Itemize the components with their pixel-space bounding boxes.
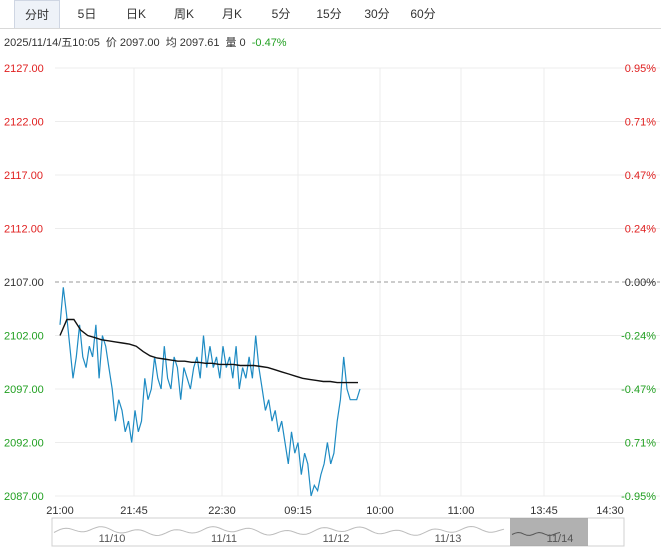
y-tick-label: 2122.00	[4, 117, 44, 129]
price-label: 价	[105, 37, 117, 49]
y-percent-tick-label: 0.95%	[625, 63, 656, 75]
change-percent: -0.47%	[251, 37, 287, 49]
navigator-date-label: 11/14	[547, 533, 574, 545]
average-series-line	[59, 318, 358, 384]
volume-label: 量	[225, 37, 237, 49]
y-percent-tick-label: -0.47%	[621, 384, 656, 396]
time-axis: 21:00 21:45 22:30 09:15 10:00 11:00 13:45 14:30	[46, 505, 624, 517]
y-tick-label: 2112.00	[4, 224, 43, 236]
y-tick-label: 2087.00	[4, 491, 44, 503]
tab-30min[interactable]: 30分	[364, 7, 390, 21]
y-percent-tick-label: 0.71%	[625, 438, 656, 450]
right-percent-axis: 0.95% 0.71% 0.47% 0.24% 0.00% -0.24% -0.47% 0.7…	[621, 63, 656, 503]
y-tick-label: 2127.00	[4, 63, 44, 75]
average-label: 均	[165, 37, 177, 49]
y-percent-tick-label: 0.24%	[625, 224, 656, 236]
navigator-date-label: 11/10	[99, 533, 126, 545]
y-tick-label: 2107.00	[4, 277, 44, 289]
chart-grid	[55, 67, 660, 497]
average-value: 2097.61	[179, 37, 220, 49]
chart-series	[59, 287, 361, 497]
y-percent-tick-label: 0.00%	[625, 277, 656, 289]
tab-5min[interactable]: 5分	[271, 7, 291, 21]
x-tick-label: 21:45	[120, 505, 148, 517]
y-tick-label: 2117.00	[4, 170, 43, 182]
x-tick-label: 10:00	[366, 505, 394, 517]
y-percent-tick-label: 0.47%	[625, 170, 656, 182]
navigator-date-label: 11/12	[323, 533, 350, 545]
x-tick-label: 13:45	[530, 505, 558, 517]
navigator-selection	[510, 518, 588, 546]
intraday-price-chart[interactable]: 2127.00 2122.00 2117.00 2112.00 2107.00 2102.…	[0, 56, 661, 549]
tab-15min[interactable]: 15分	[316, 7, 342, 21]
navigator-date-label: 11/13	[435, 533, 462, 545]
tab-5day[interactable]: 5日	[77, 7, 97, 21]
x-tick-label: 11:00	[448, 505, 475, 517]
tab-weekly-k[interactable]: 周K	[173, 7, 194, 21]
tab-intraday[interactable]: 分时	[14, 0, 60, 28]
volume-value: 0	[239, 37, 246, 49]
y-percent-tick-label: 0.71%	[625, 117, 656, 129]
y-percent-tick-label: -0.24%	[621, 331, 656, 343]
tab-daily-k[interactable]: 日K	[125, 7, 146, 21]
price-series-line	[59, 287, 361, 497]
left-price-axis: 2127.00 2122.00 2117.00 2112.00 2107.00 2102.…	[4, 63, 44, 503]
y-percent-tick-label: -0.95%	[621, 491, 656, 503]
x-tick-label: 09:15	[284, 505, 312, 517]
y-tick-label: 2092.00	[4, 438, 44, 450]
x-tick-label: 21:00	[46, 505, 74, 517]
quote-datetime: 2025/11/14/五10:05	[4, 37, 100, 49]
navigator-date-label: 11/11	[211, 533, 237, 545]
tab-60min[interactable]: 60分	[410, 7, 436, 21]
price-value: 2097.00	[119, 37, 160, 49]
tab-monthly-k[interactable]: 月K	[221, 7, 242, 21]
period-tab-bar: 分时 5日 日K 周K 月K 5分 15分 30分 60分	[0, 0, 661, 29]
date-navigator: 11/10 11/11 11/12 11/13 11/14	[51, 517, 625, 547]
y-tick-label: 2102.00	[4, 331, 44, 343]
navigator-selection-sparkline	[511, 531, 561, 536]
x-tick-label: 14:30	[596, 505, 624, 517]
navigator-sparkline	[53, 525, 505, 537]
x-tick-label: 22:30	[208, 505, 236, 517]
y-tick-label: 2097.00	[4, 384, 44, 396]
